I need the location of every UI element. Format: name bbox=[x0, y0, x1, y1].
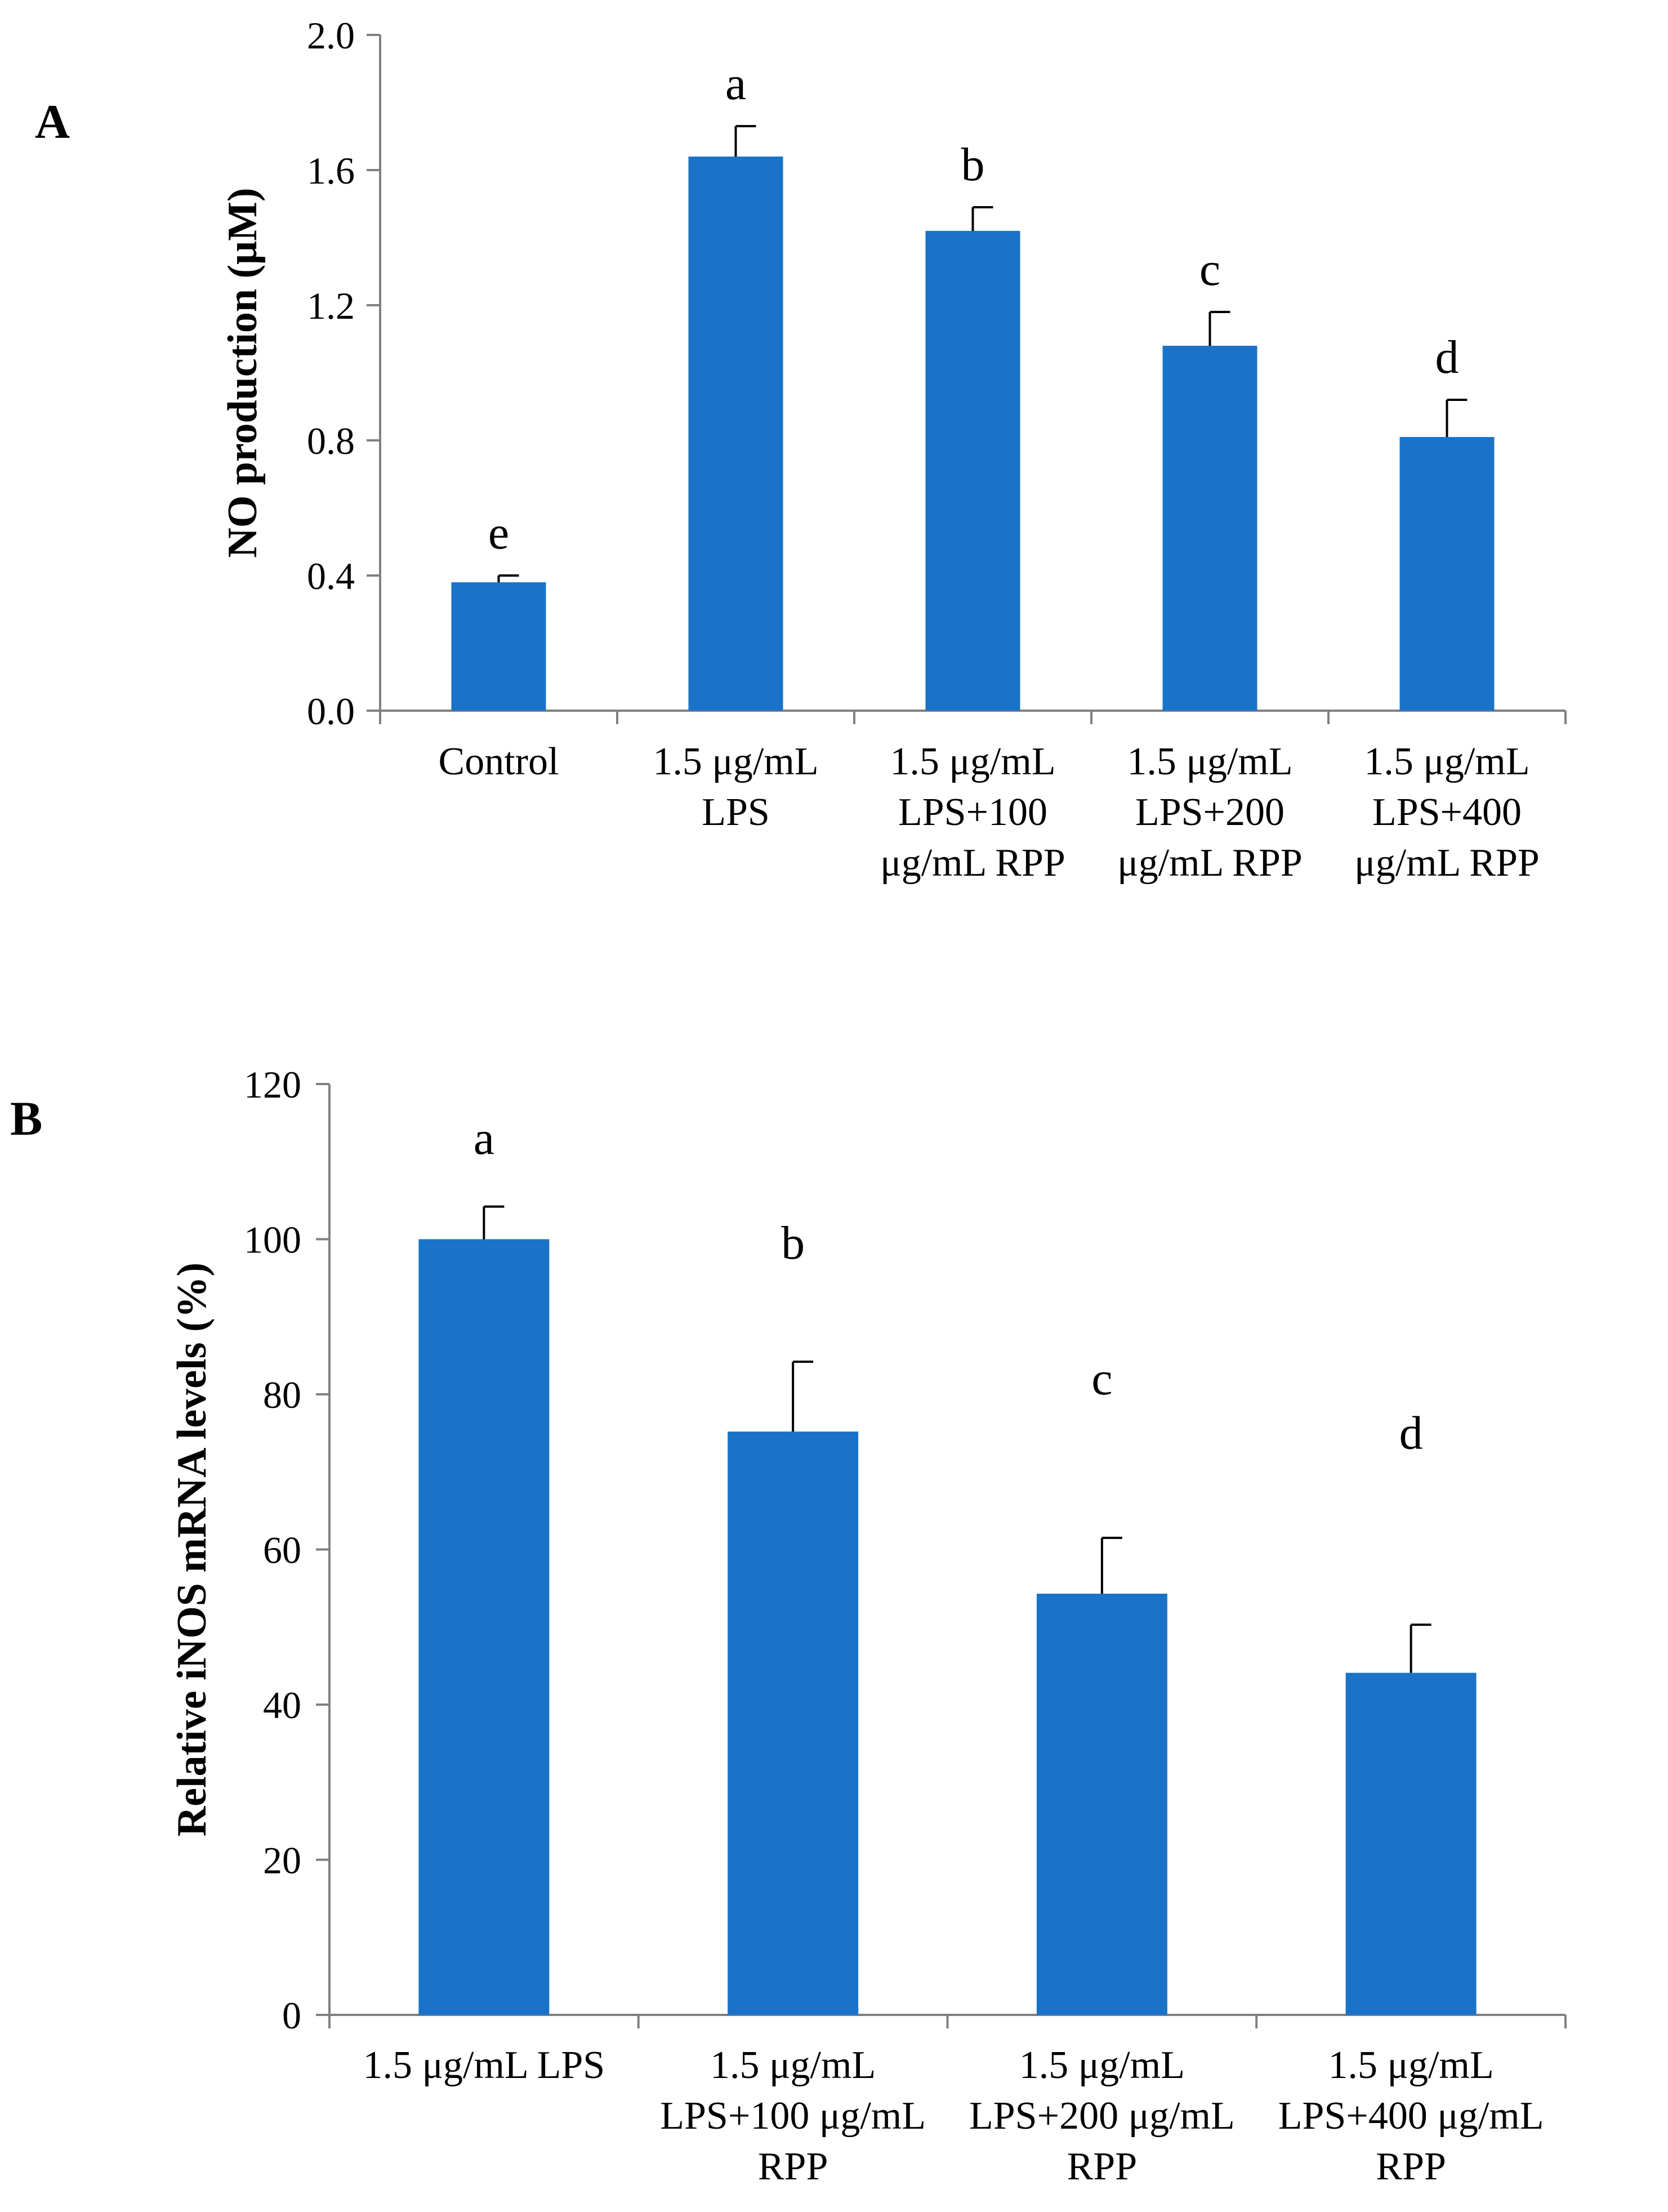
panel-a-chart: A NO production (μM) 0.0 0.4 0.8 1.2 1.6 2.0 C… bbox=[35, 14, 1567, 885]
panel-b-bar bbox=[418, 1239, 550, 2015]
panel-b-y-tick-label: 100 bbox=[244, 1219, 301, 1261]
panel-a-y-tick-label: 1.6 bbox=[307, 149, 355, 192]
panel-a-bar bbox=[451, 582, 546, 711]
panel-a-bar bbox=[925, 231, 1020, 711]
panel-b-bar bbox=[1036, 1594, 1167, 2015]
panel-a-label: A bbox=[35, 95, 70, 149]
panel-a-y-tick-label: 0.0 bbox=[307, 690, 355, 733]
panel-b-category-label: 1.5 μg/mL LPS+200 μg/mL RPP bbox=[969, 2044, 1235, 2188]
panel-b-y-tick-label: 120 bbox=[244, 1063, 301, 1106]
panel-b-chart: B Relative iNOS mRNA levels (%) 0 20 40 60 8… bbox=[10, 1063, 1567, 2188]
panel-a-category-label: 1.5 μg/mL LPS+200 μg/mL RPP bbox=[1117, 740, 1303, 885]
panel-b-category-label: 1.5 μg/mL LPS+100 μg/mL RPP bbox=[660, 2044, 926, 2188]
panel-a-y-tick-label: 2.0 bbox=[307, 14, 355, 57]
panel-b-y-tick-label: 40 bbox=[263, 1684, 301, 1727]
panel-b-bar bbox=[728, 1431, 859, 2015]
panel-a-category-label: 1.5 μg/mL LPS+400 μg/mL RPP bbox=[1354, 740, 1540, 885]
panel-b-category-label: 1.5 μg/mL LPS bbox=[363, 2044, 605, 2087]
panel-a-y-tick-label: 0.8 bbox=[307, 420, 355, 462]
panel-a-bar bbox=[1162, 346, 1257, 711]
panel-b-significance-label: d bbox=[1399, 1407, 1423, 1459]
panel-b-y-axis-title: Relative iNOS mRNA levels (%) bbox=[169, 1263, 215, 1836]
panel-a-significance-label: c bbox=[1199, 243, 1220, 296]
panel-a-category-label: 1.5 μg/mL LPS bbox=[653, 740, 818, 834]
panel-b-label: B bbox=[10, 1091, 42, 1145]
panel-a-category-label: 1.5 μg/mL LPS+100 μg/mL RPP bbox=[880, 740, 1065, 885]
panel-a-significance-label: b bbox=[961, 139, 985, 191]
panel-a-y-tick-label: 0.4 bbox=[307, 555, 355, 597]
panel-a-category-label: Control bbox=[439, 740, 559, 783]
panel-a-y-axis-title: NO production (μM) bbox=[220, 188, 266, 558]
panel-a-y-tick-label: 1.2 bbox=[307, 284, 355, 327]
panel-b-significance-label: c bbox=[1091, 1353, 1112, 1405]
panel-b-significance-label: b bbox=[781, 1217, 805, 1269]
panel-b-significance-label: a bbox=[474, 1112, 494, 1165]
panel-a-significance-label: e bbox=[488, 507, 509, 559]
panel-b-y-tick-label: 20 bbox=[263, 1839, 301, 1882]
panel-b-y-tick-label: 80 bbox=[263, 1373, 301, 1416]
panel-b-y-tick-label: 60 bbox=[263, 1529, 301, 1572]
panel-a-significance-label: a bbox=[725, 57, 746, 110]
panel-b-category-label: 1.5 μg/mL LPS+400 μg/mL RPP bbox=[1278, 2044, 1544, 2188]
panel-a-bar bbox=[688, 157, 783, 711]
panel-a-bar bbox=[1399, 437, 1495, 711]
panel-b-y-tick-label: 0 bbox=[282, 1994, 301, 2037]
panel-a-significance-label: d bbox=[1435, 331, 1459, 383]
panel-b-bar bbox=[1345, 1673, 1477, 2015]
